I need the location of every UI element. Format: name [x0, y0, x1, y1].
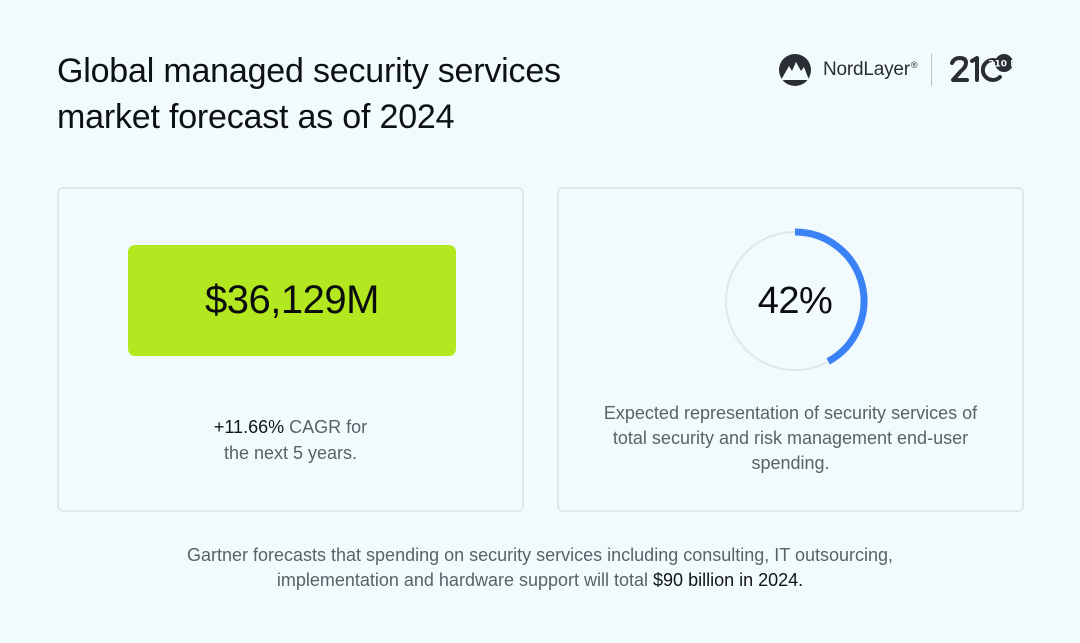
- cagr-suffix: CAGR for: [284, 417, 368, 437]
- market-value-badge: $36,129M: [128, 245, 456, 356]
- market-value-card: $36,129M +11.66% CAGR for the next 5 yea…: [57, 187, 524, 512]
- title-line-1: Global managed security services: [57, 52, 561, 90]
- nordlayer-wordmark: NordLayer®: [823, 59, 918, 81]
- gauge-percent-label: 42%: [757, 279, 833, 322]
- cagr-line-2: the next 5 years.: [223, 443, 358, 463]
- gauge-progress-arc: [794, 228, 868, 365]
- partner-210-logo: 210 IT: [950, 54, 1015, 82]
- gauge-description: Expected representation of security serv…: [603, 403, 978, 473]
- brand-logos: NordLayer® 210 IT: [776, 52, 1014, 88]
- nordlayer-name: NordLayer: [823, 59, 910, 80]
- footer-highlight: $90 billion in 2024.: [653, 570, 804, 590]
- footer-line-2: implementation and hardware support will…: [276, 570, 654, 590]
- footer-note: Gartner forecasts that spending on secur…: [90, 543, 990, 593]
- security-share-card: 42% Expected representation of security …: [557, 187, 1024, 512]
- page-title: Global managed security services market …: [57, 48, 677, 140]
- nordlayer-logo-icon: [779, 54, 811, 86]
- percent-gauge: 42%: [720, 226, 870, 376]
- partner-it-text: 210 IT: [989, 60, 1015, 70]
- logo-divider: [931, 54, 933, 86]
- footer-line-1: Gartner forecasts that spending on secur…: [186, 545, 894, 565]
- nordlayer-reg-mark: ®: [910, 59, 918, 70]
- title-line-2: market forecast as of 2024: [57, 98, 455, 136]
- cagr-text: +11.66% CAGR for the next 5 years.: [59, 414, 522, 466]
- cagr-value: +11.66%: [213, 417, 285, 437]
